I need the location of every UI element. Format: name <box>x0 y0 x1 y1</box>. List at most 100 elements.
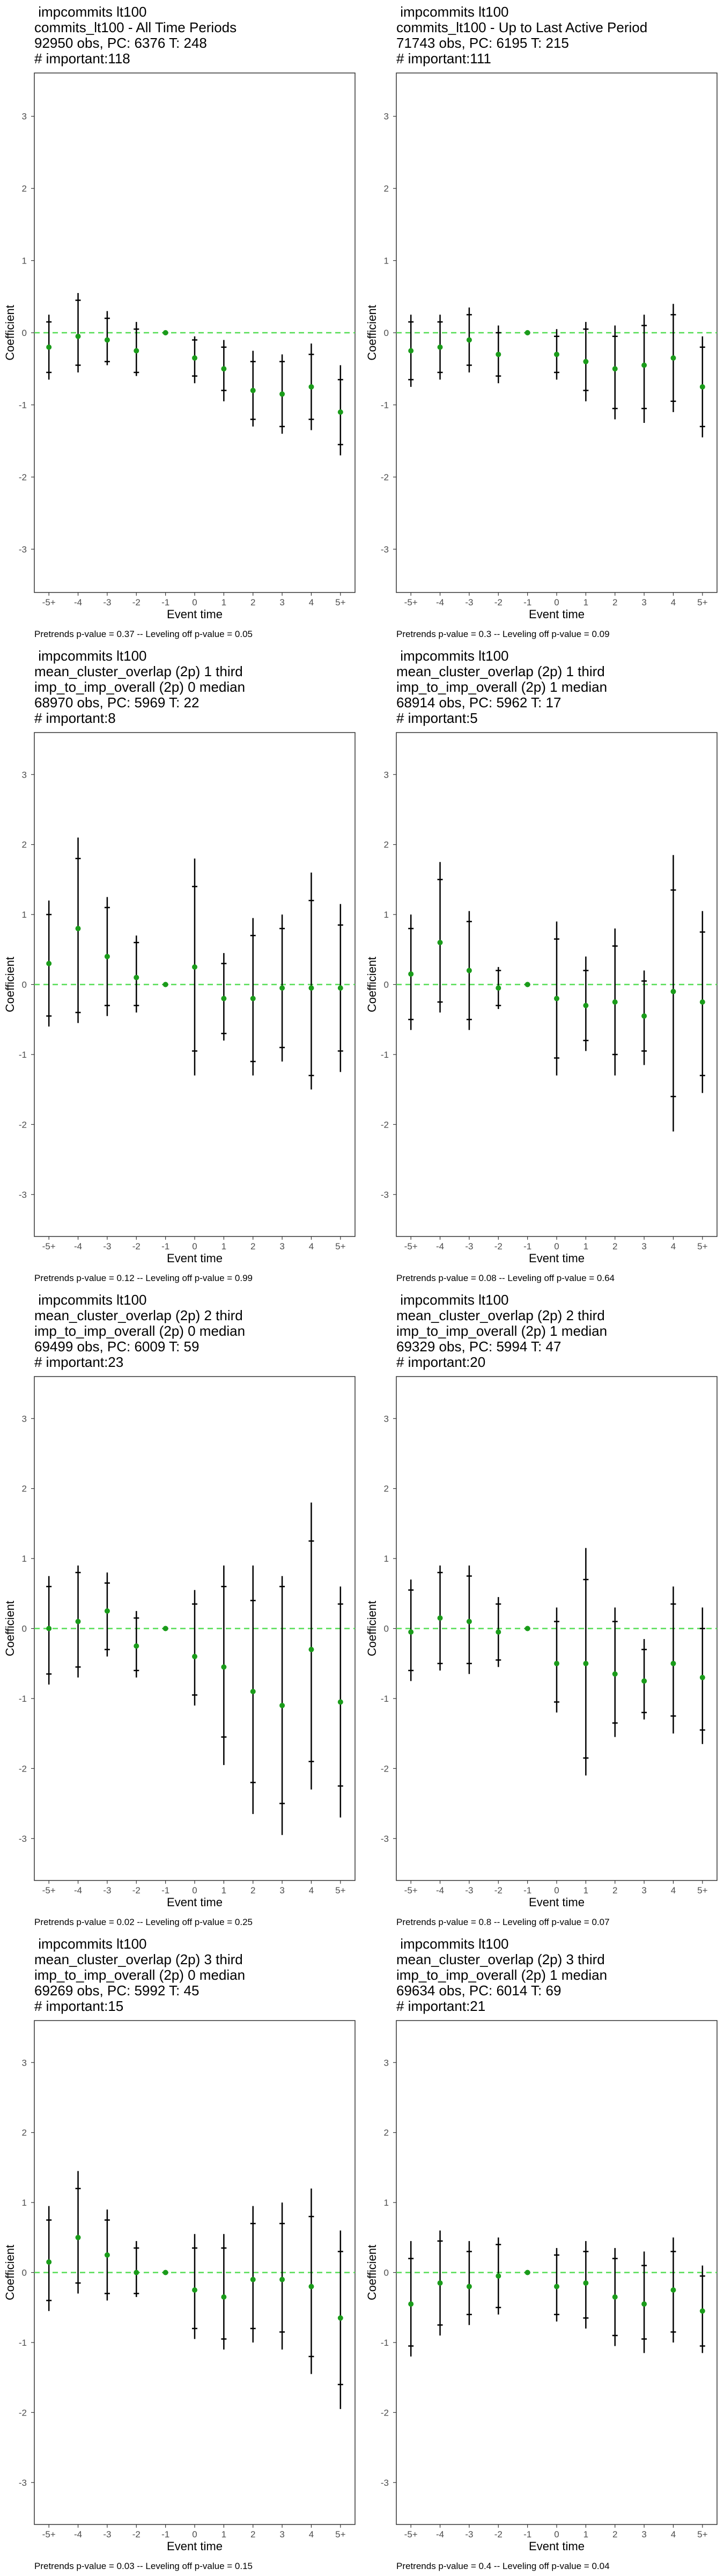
y-tick-label: -3 <box>381 2478 389 2488</box>
x-tick-label: 3 <box>279 597 284 608</box>
coefficient-point <box>524 1626 530 1631</box>
y-tick-label: -3 <box>381 544 389 554</box>
coefficient-point <box>250 996 256 1001</box>
x-tick-label: 2 <box>250 1885 255 1896</box>
coefficient-point <box>612 999 618 1005</box>
y-axis-label: Coefficient <box>3 957 17 1013</box>
coefficient-point <box>699 384 705 390</box>
x-tick-label: -2 <box>132 1241 141 1252</box>
coefficient-point <box>583 358 589 364</box>
chart-title-line: mean_cluster_overlap (2p) 1 third <box>34 663 243 679</box>
coefficient-point <box>408 1629 414 1635</box>
y-tick-label: 1 <box>384 2198 389 2208</box>
x-tick-label: 1 <box>221 1885 226 1896</box>
coefficient-point <box>104 2252 110 2258</box>
coefficient-point <box>192 1653 197 1659</box>
x-tick-label: -3 <box>465 1885 473 1896</box>
x-tick-label: 3 <box>279 2529 284 2540</box>
y-tick-label: 0 <box>384 980 389 990</box>
coefficient-point <box>75 1619 81 1624</box>
pvalue-caption: Pretrends p-value = 0.03 -- Leveling off… <box>34 2561 253 2571</box>
y-tick-label: 0 <box>22 1624 27 1634</box>
x-tick-label: 2 <box>250 2529 255 2540</box>
chart-title-line: 69269 obs, PC: 5992 T: 45 <box>34 1982 200 1999</box>
coefficient-point <box>496 985 501 991</box>
chart-title-line: impcommits lt100 <box>396 648 509 664</box>
y-tick-label: 3 <box>384 2058 389 2068</box>
x-tick-label: 0 <box>554 597 559 608</box>
coefficient-point <box>250 387 256 393</box>
chart-panel: impcommits lt100 mean_cluster_overlap (2p… <box>0 644 362 1288</box>
x-tick-label: -5+ <box>404 1241 418 1252</box>
chart-title-line: mean_cluster_overlap (2p) 3 third <box>396 1951 605 1967</box>
chart-title-line: imp_to_imp_overall (2p) 1 median <box>396 679 608 695</box>
coefficient-point <box>250 1688 256 1694</box>
pvalue-caption: Pretrends p-value = 0.3 -- Leveling off … <box>396 629 610 639</box>
chart-title-line: # important:8 <box>34 710 116 726</box>
chart-panel: impcommits lt100 commits_lt100 - Up to La… <box>362 0 724 644</box>
pvalue-caption: Pretrends p-value = 0.8 -- Leveling off … <box>396 1917 610 1927</box>
y-tick-label: 2 <box>384 184 389 194</box>
x-tick-label: -3 <box>103 597 111 608</box>
chart-title-line: 69634 obs, PC: 6014 T: 69 <box>396 1982 562 1999</box>
coefficient-point <box>308 2284 314 2289</box>
coefficient-point <box>104 337 110 343</box>
coefficient-point <box>437 1615 443 1621</box>
event-study-plot: -3 -2 -1 0 1 2 3 -5+ -4 -3 -2 -1 0 1 2 3 4 5+ Event time Co… <box>365 1376 718 1909</box>
x-tick-label: 3 <box>641 1241 646 1252</box>
x-tick-label: -4 <box>74 1241 82 1252</box>
coefficient-point <box>46 344 52 350</box>
chart-title-line: mean_cluster_overlap (2p) 2 third <box>396 1307 605 1323</box>
event-study-plot: -3 -2 -1 0 1 2 3 -5+ -4 -3 -2 -1 0 1 2 3 4 5+ Event time Co… <box>3 2020 356 2553</box>
coefficient-point <box>408 2301 414 2307</box>
y-tick-label: -3 <box>19 1190 27 1200</box>
y-axis-label: Coefficient <box>3 2245 17 2301</box>
y-tick-label: -3 <box>381 1834 389 1844</box>
coefficient-point <box>337 2315 343 2321</box>
chart-title-line: # important:21 <box>396 1998 486 2014</box>
y-tick-label: -1 <box>381 400 389 410</box>
coefficient-point <box>134 2270 139 2275</box>
x-tick-label: 0 <box>192 1241 197 1252</box>
chart-title-line: imp_to_imp_overall (2p) 0 median <box>34 679 246 695</box>
coefficient-point <box>670 1660 676 1666</box>
y-tick-label: -3 <box>19 544 27 554</box>
coefficient-point <box>308 384 314 390</box>
coefficient-point <box>337 409 343 415</box>
coefficient-point <box>524 330 530 335</box>
x-tick-label: -3 <box>103 2529 111 2540</box>
x-tick-label: 0 <box>192 1885 197 1896</box>
coefficient-point <box>670 989 676 994</box>
coefficient-point <box>221 1664 227 1670</box>
x-tick-label: -2 <box>494 1885 503 1896</box>
coefficient-point <box>308 1646 314 1652</box>
y-tick-label: 2 <box>384 2128 389 2138</box>
chart-title-line: # important:5 <box>396 710 478 726</box>
x-tick-label: 1 <box>221 1241 226 1252</box>
coefficient-point <box>670 355 676 361</box>
x-tick-label: 1 <box>583 597 588 608</box>
chart-title-line: commits_lt100 - All Time Periods <box>34 19 237 35</box>
chart-title-line: 68970 obs, PC: 5969 T: 22 <box>34 694 200 711</box>
chart-title-line: imp_to_imp_overall (2p) 0 median <box>34 1323 246 1339</box>
coefficient-point <box>699 2308 705 2314</box>
y-axis-label: Coefficient <box>365 957 379 1013</box>
pvalue-caption: Pretrends p-value = 0.37 -- Leveling off… <box>34 629 253 639</box>
y-tick-label: 3 <box>384 770 389 780</box>
coefficient-point <box>466 2284 472 2289</box>
coefficient-point <box>466 968 472 974</box>
coefficient-point <box>221 2294 227 2300</box>
coefficient-point <box>221 996 227 1001</box>
coefficient-point <box>612 1671 618 1677</box>
x-tick-label: -5+ <box>42 2529 56 2540</box>
chart-title-line: # important:20 <box>396 1354 486 1370</box>
x-tick-label: -2 <box>494 1241 503 1252</box>
y-tick-label: -2 <box>381 1119 389 1130</box>
chart-title-line: commits_lt100 - Up to Last Active Period <box>396 19 648 35</box>
chart-title-line: mean_cluster_overlap (2p) 3 third <box>34 1951 243 1967</box>
coefficient-point <box>496 2273 501 2279</box>
y-tick-label: -2 <box>381 472 389 482</box>
chart-title-line: impcommits lt100 <box>396 1936 509 1952</box>
coefficient-point <box>524 2270 530 2275</box>
x-axis-label: Event time <box>529 1252 585 1265</box>
